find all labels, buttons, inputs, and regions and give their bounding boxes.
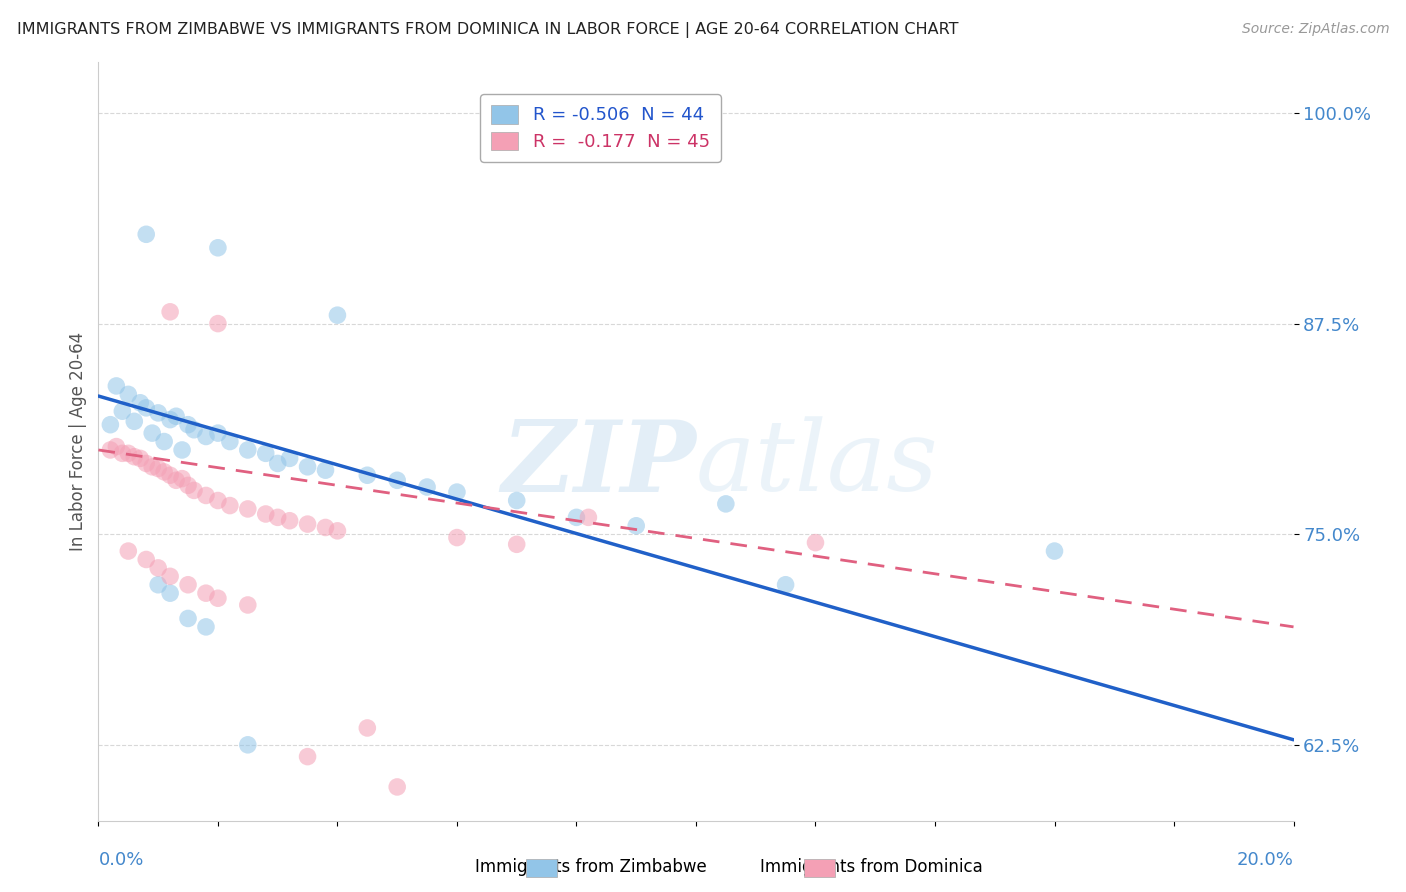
- Point: [172, 442, 194, 457]
- Point: [195, 620, 218, 634]
- Point: [148, 461, 170, 475]
- Point: [148, 561, 170, 575]
- Point: [578, 510, 600, 524]
- Point: [135, 401, 157, 415]
- Point: [416, 480, 439, 494]
- Point: [153, 465, 176, 479]
- Legend: R = -0.506  N = 44, R =  -0.177  N = 45: R = -0.506 N = 44, R = -0.177 N = 45: [481, 95, 720, 161]
- Point: [98, 417, 122, 432]
- Point: [98, 442, 122, 457]
- Text: Immigrants from Dominica: Immigrants from Dominica: [761, 858, 983, 876]
- Point: [135, 227, 157, 242]
- Point: [117, 446, 139, 460]
- Point: [278, 451, 301, 466]
- Point: [219, 499, 242, 513]
- Point: [254, 446, 277, 460]
- Point: [195, 429, 218, 443]
- Point: [267, 510, 290, 524]
- Text: 0.0%: 0.0%: [98, 851, 143, 869]
- Point: [446, 531, 468, 545]
- Point: [129, 451, 152, 466]
- Point: [236, 598, 259, 612]
- Point: [356, 721, 378, 735]
- Point: [267, 457, 290, 471]
- Text: atlas: atlas: [696, 417, 939, 512]
- Point: [111, 404, 134, 418]
- Point: [297, 749, 319, 764]
- Point: [626, 518, 648, 533]
- Point: [326, 524, 349, 538]
- Point: [105, 379, 128, 393]
- Point: [177, 578, 200, 592]
- Point: [326, 308, 349, 322]
- Point: [207, 493, 229, 508]
- Point: [315, 520, 337, 534]
- Point: [804, 535, 827, 549]
- Text: ZIP: ZIP: [501, 416, 696, 513]
- Point: [177, 417, 200, 432]
- Point: [165, 473, 187, 487]
- Point: [105, 440, 128, 454]
- Point: [356, 468, 378, 483]
- Point: [207, 426, 229, 441]
- Point: [297, 459, 319, 474]
- Point: [124, 414, 146, 428]
- Point: [117, 387, 139, 401]
- Point: [207, 241, 229, 255]
- Point: [148, 578, 170, 592]
- Text: 20.0%: 20.0%: [1237, 851, 1294, 869]
- Point: [207, 317, 229, 331]
- Point: [506, 493, 529, 508]
- Point: [177, 478, 200, 492]
- Point: [183, 423, 205, 437]
- Y-axis label: In Labor Force | Age 20-64: In Labor Force | Age 20-64: [69, 332, 87, 551]
- Point: [385, 473, 409, 487]
- Text: IMMIGRANTS FROM ZIMBABWE VS IMMIGRANTS FROM DOMINICA IN LABOR FORCE | AGE 20-64 : IMMIGRANTS FROM ZIMBABWE VS IMMIGRANTS F…: [17, 22, 959, 38]
- Point: [148, 406, 170, 420]
- Point: [236, 502, 259, 516]
- Point: [159, 569, 181, 583]
- Point: [165, 409, 187, 424]
- Point: [385, 780, 409, 794]
- Point: [153, 434, 176, 449]
- Point: [159, 586, 181, 600]
- Point: [219, 434, 242, 449]
- Point: [506, 537, 529, 551]
- Point: [278, 514, 301, 528]
- Point: [135, 457, 157, 471]
- Point: [254, 507, 277, 521]
- Text: Source: ZipAtlas.com: Source: ZipAtlas.com: [1241, 22, 1389, 37]
- Point: [297, 517, 319, 532]
- Point: [183, 483, 205, 498]
- Point: [141, 459, 163, 474]
- Point: [236, 738, 259, 752]
- Point: [141, 426, 163, 441]
- Point: [315, 463, 337, 477]
- Point: [714, 497, 737, 511]
- Point: [117, 544, 139, 558]
- Text: Immigrants from Zimbabwe: Immigrants from Zimbabwe: [475, 858, 706, 876]
- Point: [236, 442, 259, 457]
- Point: [124, 450, 146, 464]
- Point: [159, 468, 181, 483]
- Point: [172, 472, 194, 486]
- Point: [135, 552, 157, 566]
- Point: [159, 412, 181, 426]
- Point: [195, 488, 218, 502]
- Point: [775, 578, 797, 592]
- Point: [207, 591, 229, 606]
- Point: [195, 586, 218, 600]
- Point: [177, 611, 200, 625]
- Point: [1043, 544, 1066, 558]
- Point: [446, 485, 468, 500]
- Point: [159, 305, 181, 319]
- Point: [111, 446, 134, 460]
- Point: [565, 510, 588, 524]
- Point: [129, 396, 152, 410]
